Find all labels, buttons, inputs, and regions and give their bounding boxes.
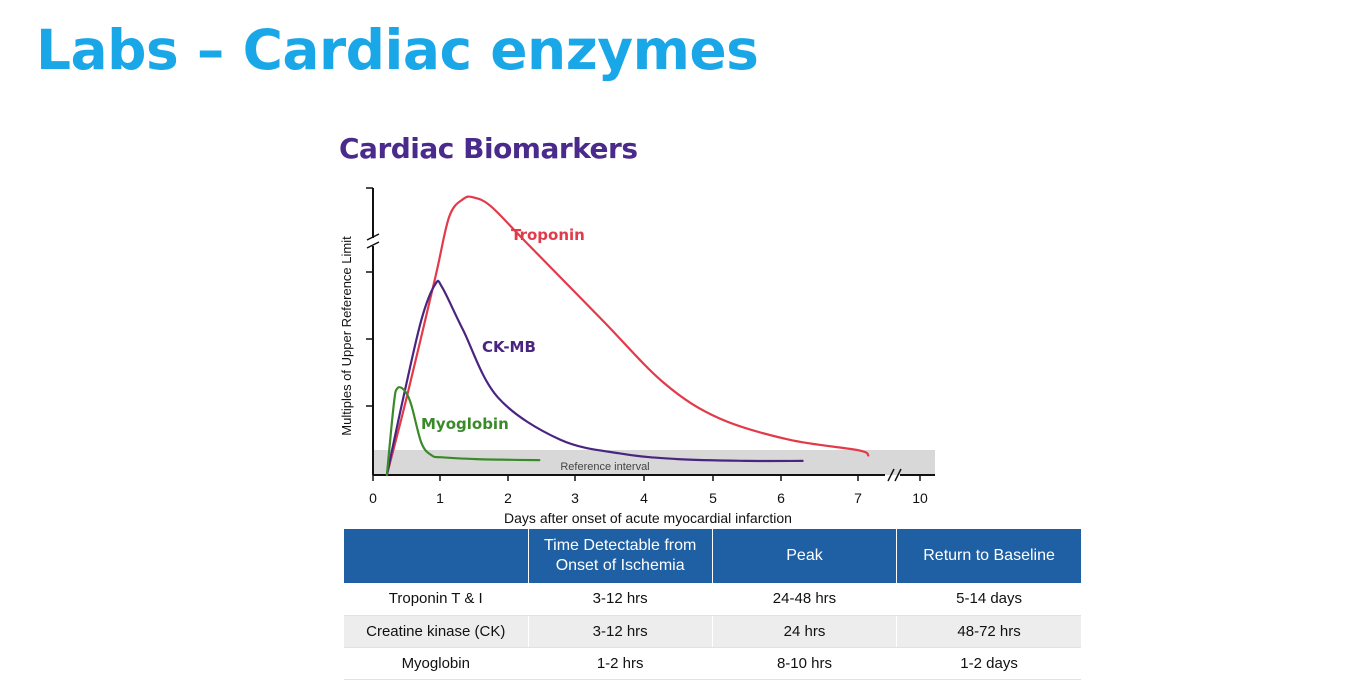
table-row: Troponin T & I 3-12 hrs 24-48 hrs 5-14 d…	[344, 583, 1081, 616]
cell-detectable: 1-2 hrs	[528, 647, 713, 680]
chart-heading: Cardiac Biomarkers	[339, 132, 638, 165]
cell-baseline: 5-14 days	[896, 583, 1081, 616]
cell-peak: 8-10 hrs	[712, 647, 898, 680]
cell-baseline: 1-2 days	[896, 647, 1081, 680]
cell-marker: Troponin T & I	[344, 583, 529, 616]
table-row: Creatine kinase (CK) 3-12 hrs 24 hrs 48-…	[344, 615, 1081, 648]
ckmb-curve	[385, 279, 804, 477]
reference-band-label: Reference interval	[560, 461, 649, 473]
myoglobin-label: Myoglobin	[421, 415, 509, 433]
cell-marker: Myoglobin	[344, 647, 529, 680]
x-tick-label: 6	[777, 490, 785, 506]
y-axis-label: Multiples of Upper Reference Limit	[339, 236, 354, 436]
cell-detectable: 3-12 hrs	[528, 615, 713, 648]
cell-detectable: 3-12 hrs	[528, 583, 713, 616]
x-tick-label: 4	[640, 490, 648, 506]
x-tick-label: 5	[709, 490, 717, 506]
table-row: Myoglobin 1-2 hrs 8-10 hrs 1-2 days	[344, 647, 1081, 680]
header-cell-marker	[344, 529, 529, 583]
x-axis-label: Days after onset of acute myocardial inf…	[504, 510, 792, 526]
reference-band	[373, 450, 935, 475]
cell-marker: Creatine kinase (CK)	[344, 615, 529, 648]
slide-title: Labs – Cardiac enzymes	[36, 18, 759, 82]
ckmb-label: CK-MB	[482, 338, 536, 356]
y-axis-break-mark	[366, 241, 380, 249]
myoglobin-curve	[385, 386, 541, 477]
header-cell-peak: Peak	[712, 529, 898, 583]
x-tick-label: 10	[912, 490, 928, 506]
cell-peak: 24 hrs	[712, 615, 898, 648]
biomarker-chart: Reference interval 0 1 2 3 4 5 6 7 10 Days after o…	[339, 187, 935, 526]
biomarker-table: Time Detectable from Onset of Ischemia P…	[344, 529, 1081, 680]
cell-peak: 24-48 hrs	[712, 583, 898, 616]
x-tick-label: 2	[504, 490, 512, 506]
header-cell-baseline: Return to Baseline	[896, 529, 1081, 583]
y-axis-break-mark	[366, 233, 380, 241]
x-axis-break-mark	[887, 468, 895, 482]
header-cell-detectable: Time Detectable from Onset of Ischemia	[528, 529, 713, 583]
x-tick-label: 0	[369, 490, 377, 506]
x-axis-break-mark	[894, 468, 902, 482]
x-tick-label: 3	[571, 490, 579, 506]
troponin-curve	[385, 195, 870, 477]
table-header-row: Time Detectable from Onset of Ischemia P…	[344, 529, 1081, 583]
troponin-label: Troponin	[511, 226, 585, 244]
x-tick-label: 1	[436, 490, 444, 506]
x-tick-label: 7	[854, 490, 862, 506]
cell-baseline: 48-72 hrs	[896, 615, 1081, 648]
